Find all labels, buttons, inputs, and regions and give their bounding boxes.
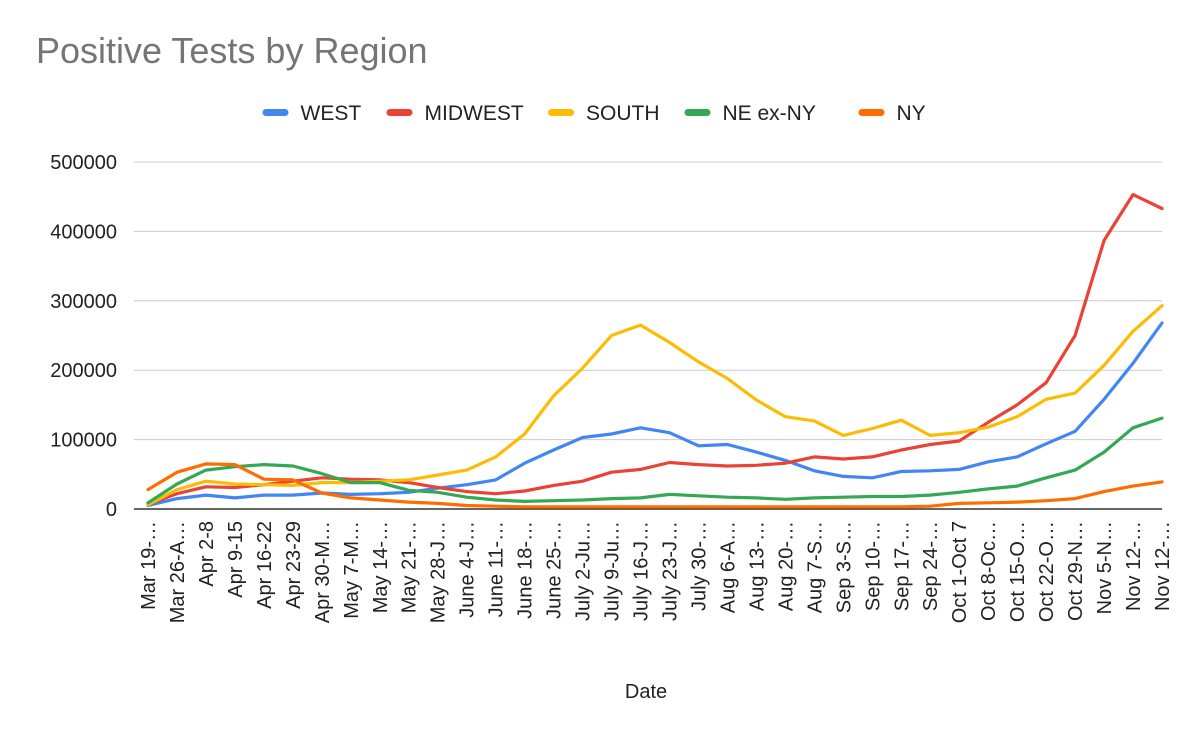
x-tick-label: June 4-J… [457,521,479,618]
x-tick-label: May 7-M… [341,521,363,619]
gridlines [134,161,1162,510]
series-line-ny [146,462,1164,509]
y-tick-label: 100000 [50,430,117,452]
series-line-west [146,321,1164,508]
x-tick-label: Sep 10-… [862,521,884,611]
x-tick-label: July 16-J… [631,521,653,621]
x-tick-label: Mar 26-A… [167,521,189,623]
x-tick-label: Oct 1-Oct 7 [949,521,971,623]
x-tick-label: Aug 6-A… [717,521,739,613]
x-tick-label: Apr 2-8 [196,521,218,587]
x-tick-label: May 28-J… [428,521,450,623]
legend-label: MIDWEST [425,102,524,125]
legend-swatch [858,109,885,116]
x-tick-label: June 11-… [486,521,508,617]
x-tick-label: Oct 22-O… [1036,521,1058,622]
x-tick-label: Aug 20-… [775,521,797,611]
legend-label: NE ex-NY [723,102,816,125]
x-tick-label: Mar 19-… [138,521,160,610]
legend: WEST MIDWEST SOUTH NE ex-NY NY [262,102,926,125]
legend-item: NY [858,102,926,125]
x-tick-label: July 9-Ju… [602,521,624,621]
x-tick-label: Oct 29-N… [1065,521,1087,621]
legend-swatch [262,109,289,116]
x-axis-ticks: Mar 19-… Mar 26-A… Apr 2-8 Apr 9-15 Apr 16-2… [138,521,1174,623]
x-tick-label: Nov 12-… [1123,521,1145,611]
legend-label: NY [897,102,926,125]
legend-label: WEST [301,102,362,125]
y-tick-label: 500000 [50,152,117,174]
series-line-midwest [146,193,1164,506]
y-tick-label: 0 [106,499,117,521]
series-lines [146,193,1164,509]
x-tick-label: June 25-… [544,521,566,619]
x-axis-title: Date [625,681,667,703]
x-tick-label: Apr 9-15 [225,521,247,598]
x-tick-label: Oct 8-Oc… [978,521,1000,621]
x-tick-label: May 14-… [370,521,392,613]
legend-item: MIDWEST [386,102,524,125]
legend-swatch [386,109,413,116]
legend-swatch [684,109,711,116]
x-tick-label: July 23-J… [659,521,681,621]
legend-swatch [548,109,574,116]
x-tick-label: Apr 30-M… [312,521,334,623]
x-tick-label: June 18-… [515,521,537,619]
x-tick-label: May 21-… [399,521,421,613]
chart-title: Positive Tests by Region [36,30,428,71]
series-line-south [146,304,1164,507]
legend-item: WEST [262,102,362,125]
x-tick-label: July 2-Ju… [573,521,595,621]
x-tick-label: Nov 5-N… [1094,521,1116,614]
x-tick-label: Oct 15-O… [1007,521,1029,622]
y-tick-label: 300000 [50,291,117,313]
x-tick-label: Sep 3-S… [833,521,855,613]
y-tick-label: 400000 [50,221,117,243]
x-tick-label: Sep 17-… [891,521,913,611]
series-line-ne-ex-ny [146,416,1164,505]
x-tick-label: Aug 7-S… [804,521,826,613]
legend-item: NE ex-NY [684,102,816,125]
y-axis-ticks: 0 100000 200000 300000 400000 500000 [50,152,117,521]
x-tick-label: July 30-… [688,521,710,611]
legend-item: SOUTH [548,102,660,125]
x-tick-label: Apr 23-29 [283,521,305,609]
legend-label: SOUTH [586,102,660,125]
x-tick-label: Aug 13-… [746,521,768,611]
x-tick-label: Apr 16-22 [254,521,276,609]
x-tick-label: Nov 12-… [1152,521,1174,611]
x-tick-label: Sep 24-… [920,521,942,611]
y-tick-label: 200000 [50,360,117,382]
